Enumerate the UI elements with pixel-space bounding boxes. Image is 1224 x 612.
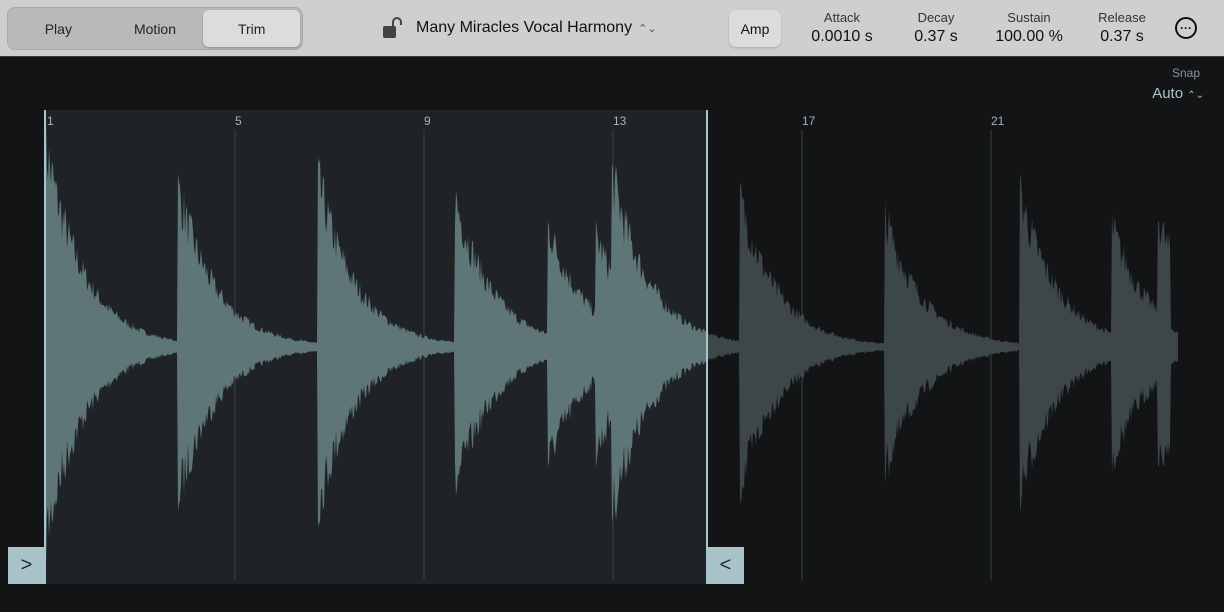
bar-marker: 13 <box>613 114 627 128</box>
mode-selector: Play Motion Trim <box>7 7 303 50</box>
attack-param[interactable]: Attack 0.0010 s <box>811 10 872 46</box>
waveform-selected <box>45 117 707 566</box>
snap-value[interactable]: Auto <box>1152 85 1184 102</box>
sustain-value[interactable]: 100.00 % <box>995 28 1063 45</box>
release-value[interactable]: 0.37 s <box>1100 28 1144 45</box>
sustain-label: Sustain <box>1007 10 1051 25</box>
attack-value[interactable]: 0.0010 s <box>811 28 873 45</box>
trim-start-handle[interactable]: > <box>8 547 45 584</box>
trim-end-handle[interactable]: < <box>707 547 744 584</box>
bar-marker: 17 <box>802 114 816 128</box>
tab-motion[interactable]: Motion <box>133 20 177 37</box>
snap-control[interactable]: Snap Auto ⌃⌄ <box>1152 66 1204 102</box>
chevron-updown-icon: ⌃⌄ <box>638 23 657 35</box>
chevron-left-icon: < <box>719 554 732 576</box>
waveform-unselected <box>707 173 1178 512</box>
bar-marker: 1 <box>47 114 54 128</box>
release-param[interactable]: Release 0.37 s <box>1098 10 1146 46</box>
snap-label: Snap <box>1171 66 1200 80</box>
sample-selector[interactable]: Many Miracles Vocal Harmony ⌃⌄ <box>416 19 657 37</box>
sustain-param[interactable]: Sustain 100.00 % <box>995 10 1063 46</box>
bar-marker: 5 <box>235 114 242 128</box>
sample-title: Many Miracles Vocal Harmony <box>416 19 633 36</box>
ellipsis-circle-icon[interactable]: ··· <box>1175 17 1197 39</box>
decay-label: Decay <box>917 10 955 25</box>
attack-label: Attack <box>823 10 861 25</box>
toolbar: Play Motion Trim Many Miracles Vocal Har… <box>0 0 1224 57</box>
bar-marker: 21 <box>991 114 1005 128</box>
amp-button[interactable]: Amp <box>729 10 781 47</box>
decay-param[interactable]: Decay 0.37 s <box>914 10 958 46</box>
bar-marker: 9 <box>424 114 431 128</box>
tab-play[interactable]: Play <box>44 20 72 37</box>
chevron-right-icon: > <box>20 554 33 576</box>
decay-value[interactable]: 0.37 s <box>914 28 958 45</box>
lock-open-icon[interactable] <box>382 17 404 39</box>
release-label: Release <box>1098 10 1146 25</box>
tab-trim[interactable]: Trim <box>203 10 301 47</box>
chevron-updown-icon: ⌃⌄ <box>1187 90 1204 101</box>
